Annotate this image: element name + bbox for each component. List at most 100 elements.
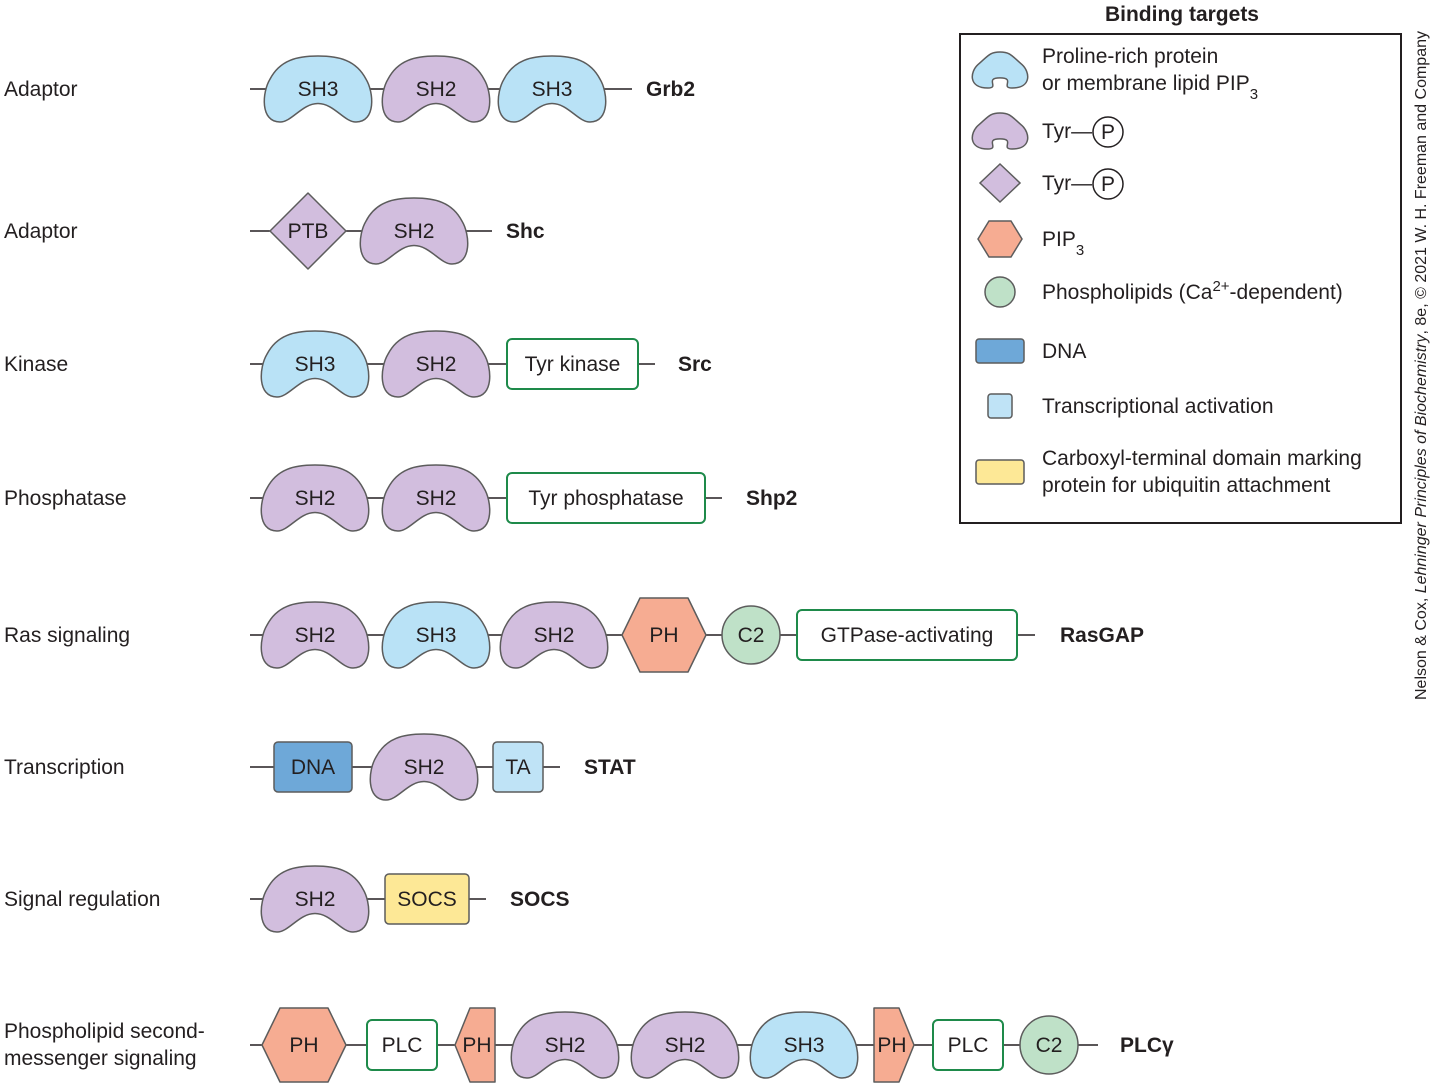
legend-title: Binding targets [1105, 3, 1259, 26]
domain-plc-shape [366, 1019, 438, 1071]
domain-c2: C2 [721, 605, 781, 665]
superscript: 2+ [1212, 278, 1229, 295]
credit-book-title: Lehninger Principles of Biochemistry [1413, 334, 1430, 594]
subscript: 3 [1250, 86, 1258, 103]
protein-name: SOCS [510, 888, 570, 911]
legend-swatch-cap [971, 51, 1029, 89]
domain-ph-label: PH [877, 1034, 906, 1057]
domain-tyr-phosphatase: Tyr phosphatase [506, 472, 706, 524]
domain-sh3-shape [749, 1011, 859, 1079]
domain-sh2-shape [260, 601, 370, 669]
domain-sh2: SH2 [260, 601, 370, 669]
protein-row-shp2: Phosphatase SH2 SH2 Tyr phosphatase Shp2 [4, 464, 797, 532]
protein-name: Src [678, 353, 712, 376]
protein-row-stat: Transcription DNA SH2 TA STAT [4, 733, 636, 801]
legend-item-ta: Transcriptional activation [987, 393, 1274, 419]
domain-sh2-shape [510, 1011, 620, 1079]
domain-sh3-shape [260, 330, 370, 398]
legend-item-ph: PIP3 [977, 220, 1084, 259]
domain-gtpase-activating: GTPase-activating [796, 609, 1018, 661]
protein-name: Shc [506, 220, 545, 243]
domain-sh3-shape [497, 55, 607, 123]
domain-sh2: SH2 [510, 1011, 620, 1079]
domain-socs-label: SOCS [397, 888, 457, 911]
protein-name: RasGAP [1060, 624, 1144, 647]
legend-text: Proline-rich protein [1042, 45, 1218, 68]
legend-text: PIP3 [1042, 228, 1084, 259]
domain-sh2-shape [359, 197, 469, 265]
domain-ph-label: PH [649, 624, 678, 647]
domain-ph: PH [873, 1007, 915, 1083]
domain-ph: PH [261, 1007, 347, 1083]
domain-c2-label: C2 [1036, 1034, 1063, 1057]
protein-row-plcγ: Phospholipid second-messenger signaling P… [4, 1007, 1174, 1083]
legend-swatch-rect [975, 338, 1025, 364]
legend-swatch-square [987, 393, 1013, 419]
legend-text-tail: -dependent) [1230, 281, 1343, 304]
domain-ptb-label: PTB [288, 220, 329, 243]
domain-sh2-shape [369, 733, 479, 801]
domain-plc-shape [932, 1019, 1004, 1071]
credit-prefix: Nelson & Cox, [1413, 593, 1430, 700]
domain-sh2: SH2 [260, 464, 370, 532]
domain-dna-shape [273, 741, 353, 793]
domain-sh3-label: SH3 [295, 353, 336, 376]
domain-sh2-label: SH2 [295, 888, 336, 911]
domain-sh3-label: SH3 [416, 624, 457, 647]
domain-sh3: SH3 [749, 1011, 859, 1079]
legend-item-c2: Phospholipids (Ca2+-dependent) [984, 276, 1343, 308]
domain-gtpase-activating-label: GTPase-activating [821, 624, 994, 647]
domain-sh3: SH3 [497, 55, 607, 123]
domain-ph: PH [454, 1007, 496, 1083]
domain-tyr-phosphatase-shape [506, 472, 706, 524]
legend-text: DNA [1042, 340, 1086, 363]
domain-plc-label: PLC [948, 1034, 989, 1057]
protein-name: STAT [584, 756, 636, 779]
domain-sh2-label: SH2 [416, 78, 457, 101]
subscript: 3 [1076, 242, 1084, 259]
domain-sh2-label: SH2 [534, 624, 575, 647]
legend-swatch-cap [971, 112, 1029, 150]
legend-item-sh3: Proline-rich protein or membrane lipid PI… [971, 45, 1258, 103]
domain-sh2-shape [260, 865, 370, 933]
domain-sh2: SH2 [260, 865, 370, 933]
category-label: Adaptor [4, 78, 78, 101]
copyright-credit: Nelson & Cox, Lehninger Principles of Bi… [1413, 0, 1431, 700]
domain-ta-label: TA [505, 756, 530, 779]
domain-sh3: SH3 [381, 601, 491, 669]
protein-name: Shp2 [746, 487, 797, 510]
domain-tyr-phosphatase-label: Tyr phosphatase [528, 487, 683, 510]
credit-suffix: , 8e, © 2021 W. H. Freeman and Company [1413, 30, 1430, 335]
domain-c2-shape [1019, 1015, 1079, 1075]
category-label: Ras signaling [4, 624, 130, 647]
legend-items: Proline-rich protein or membrane lipid PI… [971, 45, 1362, 497]
domain-sh3: SH3 [260, 330, 370, 398]
legend-item-ptb: Tyr— P [978, 162, 1124, 204]
domain-sh2-shape [381, 330, 491, 398]
domain-gtpase-activating-shape [796, 609, 1018, 661]
category-label-line2: messenger signaling [4, 1047, 197, 1070]
domain-sh2-shape [499, 601, 609, 669]
protein-name: Grb2 [646, 78, 695, 101]
phosphate-circle-icon [1092, 116, 1124, 148]
category-label: Kinase [4, 353, 68, 376]
domain-ph-label: PH [289, 1034, 318, 1057]
domain-ta-shape [492, 741, 544, 793]
domain-ph-shape [621, 597, 707, 673]
domain-ph-label: PH [462, 1034, 491, 1057]
legend-text: Transcriptional activation [1042, 395, 1274, 418]
legend-text-line2: or membrane lipid PIP3 [1042, 72, 1258, 103]
domain-sh3: SH3 [263, 55, 373, 123]
domain-sh3-label: SH3 [298, 78, 339, 101]
protein-row-shc: Adaptor PTB SH2 Shc [4, 192, 545, 270]
legend-swatch-rect [975, 459, 1025, 485]
domain-sh3-label: SH3 [532, 78, 573, 101]
domain-sh2-label: SH2 [545, 1034, 586, 1057]
legend-text: Tyr— [1042, 172, 1092, 195]
category-label: Transcription [4, 756, 125, 779]
domain-c2: C2 [1019, 1015, 1079, 1075]
domain-sh3-shape [381, 601, 491, 669]
legend-swatch-hex [977, 220, 1023, 258]
protein-row-grb2: Adaptor SH3 SH2 SH3 Grb2 [4, 55, 695, 123]
